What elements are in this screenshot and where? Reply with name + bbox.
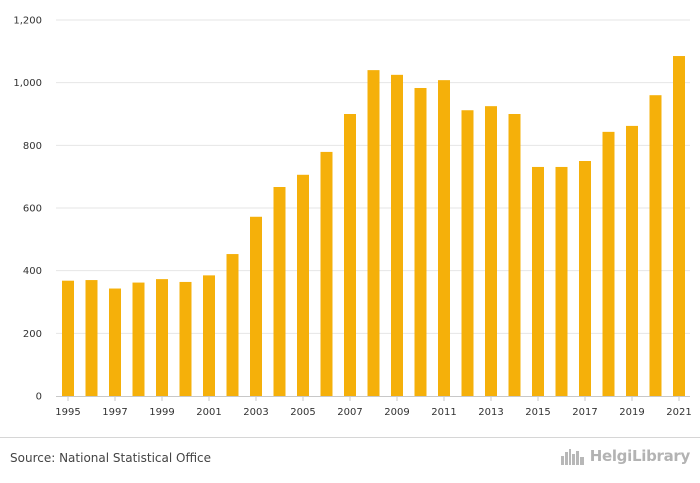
bar-2014 bbox=[508, 114, 521, 396]
x-axis-ticks bbox=[67, 396, 680, 401]
bar-2013 bbox=[485, 106, 497, 397]
bar-1996 bbox=[85, 280, 98, 396]
bar-2011 bbox=[438, 80, 450, 396]
x-tick-label-2019: 2019 bbox=[619, 407, 644, 418]
y-tick-label-1000: 1,000 bbox=[13, 78, 42, 89]
bar-2006 bbox=[320, 151, 333, 396]
bar-2005 bbox=[297, 174, 309, 396]
x-tick-label-1995: 1995 bbox=[55, 407, 80, 418]
bar-1997 bbox=[109, 288, 121, 396]
bar-2017 bbox=[579, 161, 591, 396]
x-tick-label-2017: 2017 bbox=[572, 407, 597, 418]
bar-2018 bbox=[602, 131, 615, 397]
bar-1999 bbox=[156, 279, 168, 396]
bar-2010 bbox=[414, 87, 427, 396]
y-axis-tick-labels: 0 200 400 600 800 1,000 1,200 bbox=[13, 16, 42, 403]
bar-2016 bbox=[555, 166, 568, 396]
bar-2008 bbox=[367, 70, 380, 396]
bar-2015 bbox=[532, 166, 544, 396]
x-tick-label-2009: 2009 bbox=[384, 407, 409, 418]
bar-chart: 0 200 400 600 800 1,000 1,200 1995 1997 1999 2001… bbox=[13, 16, 691, 419]
bar-2019 bbox=[626, 125, 638, 396]
x-tick-label-2007: 2007 bbox=[337, 407, 362, 418]
x-tick-label-2005: 2005 bbox=[290, 407, 315, 418]
x-tick-label-1999: 1999 bbox=[149, 407, 174, 418]
skyline-icon bbox=[560, 449, 584, 465]
bar-2007 bbox=[344, 114, 356, 396]
bar-2003 bbox=[250, 216, 262, 396]
source-note: Source: National Statistical Office bbox=[10, 451, 212, 465]
y-tick-label-200: 200 bbox=[23, 329, 42, 340]
x-tick-label-2015: 2015 bbox=[525, 407, 550, 418]
brand-logo[interactable]: HelgiLibrary bbox=[560, 447, 690, 465]
y-tick-label-0: 0 bbox=[36, 392, 42, 403]
bar-2000 bbox=[179, 281, 192, 396]
x-tick-label-2003: 2003 bbox=[243, 407, 268, 418]
bar-2002 bbox=[226, 254, 239, 396]
bar-2020 bbox=[649, 95, 662, 396]
x-tick-label-2011: 2011 bbox=[431, 407, 456, 418]
bar-2001 bbox=[203, 275, 215, 396]
bar-2009 bbox=[391, 74, 403, 396]
x-tick-label-2013: 2013 bbox=[478, 407, 503, 418]
y-tick-label-600: 600 bbox=[23, 204, 42, 215]
y-tick-label-1200: 1,200 bbox=[13, 16, 42, 27]
y-tick-label-800: 800 bbox=[23, 141, 42, 152]
bar-2012 bbox=[461, 110, 474, 397]
logo-text: HelgiLibrary bbox=[589, 447, 691, 465]
bar-2021 bbox=[673, 56, 685, 397]
bar-1995 bbox=[62, 280, 74, 396]
x-tick-label-1997: 1997 bbox=[102, 407, 127, 418]
bar-1998 bbox=[132, 282, 145, 396]
bars bbox=[62, 56, 685, 397]
x-tick-label-2001: 2001 bbox=[196, 407, 221, 418]
y-tick-label-400: 400 bbox=[23, 266, 42, 277]
x-tick-label-2021: 2021 bbox=[666, 407, 691, 418]
x-axis-tick-labels: 1995 1997 1999 2001 2003 2005 2007 2009 2011 2013… bbox=[55, 407, 691, 418]
bar-2004 bbox=[273, 187, 286, 396]
footer-divider bbox=[0, 437, 700, 438]
